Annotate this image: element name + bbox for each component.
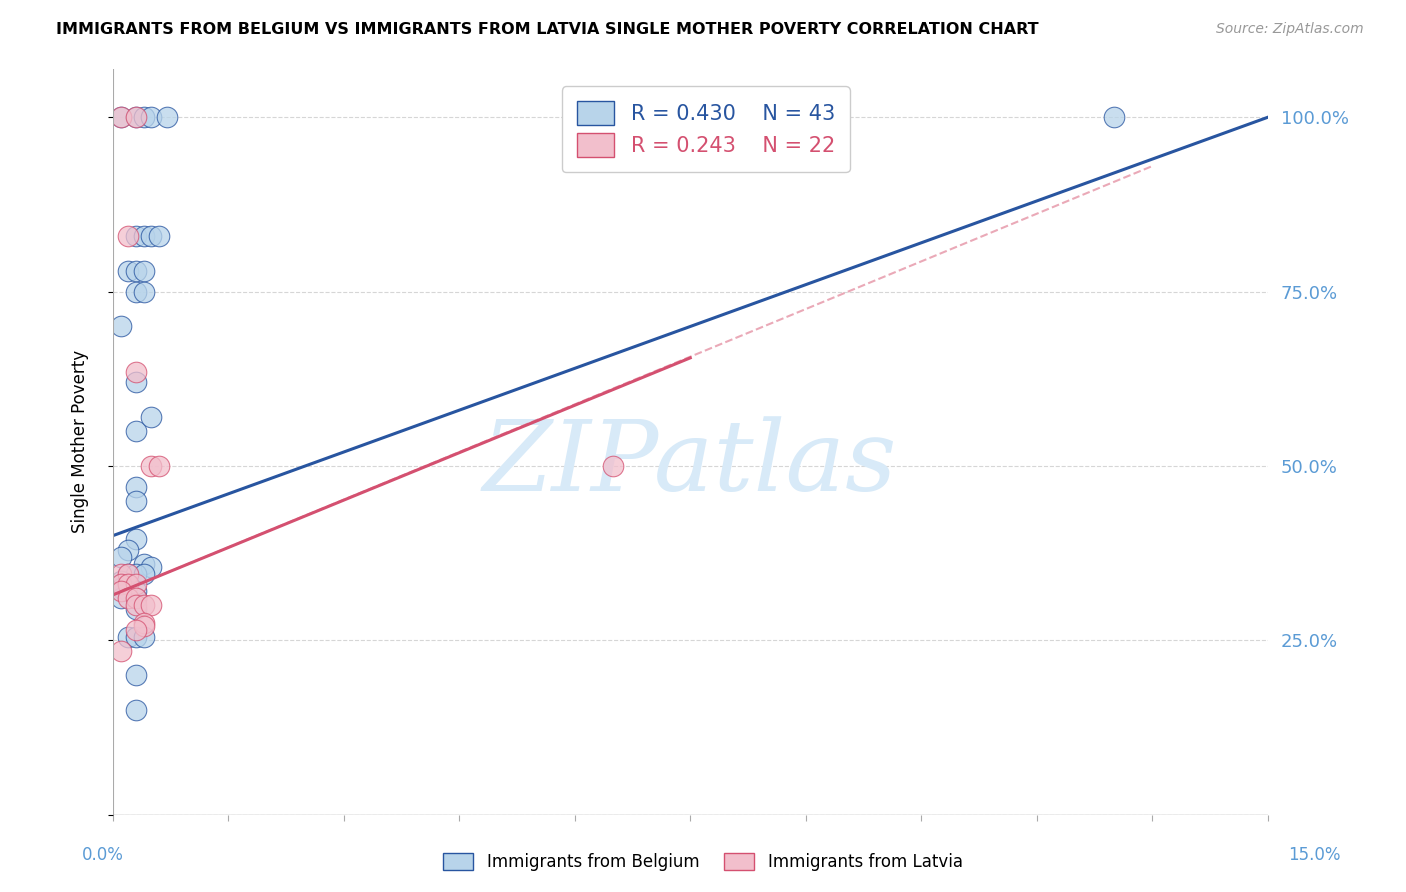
Point	[125, 493, 148, 508]
Point	[125, 285, 148, 299]
Point	[125, 424, 148, 438]
Point	[110, 319, 132, 334]
Point	[110, 577, 132, 591]
Point	[125, 111, 148, 125]
Text: ZIPatlas: ZIPatlas	[484, 417, 897, 512]
Point	[110, 584, 132, 599]
Point	[117, 591, 139, 606]
Text: 0.0%: 0.0%	[82, 846, 124, 863]
Point	[117, 567, 139, 582]
Point	[125, 228, 148, 243]
Point	[125, 365, 148, 379]
Point	[148, 458, 170, 473]
Text: IMMIGRANTS FROM BELGIUM VS IMMIGRANTS FROM LATVIA SINGLE MOTHER POVERTY CORRELAT: IMMIGRANTS FROM BELGIUM VS IMMIGRANTS FR…	[56, 22, 1039, 37]
Point	[156, 111, 179, 125]
Point	[125, 532, 148, 546]
Point	[141, 410, 163, 425]
Point	[125, 577, 148, 591]
Point	[125, 584, 148, 599]
Point	[132, 619, 155, 633]
Legend: R = 0.430    N = 43, R = 0.243    N = 22: R = 0.430 N = 43, R = 0.243 N = 22	[562, 87, 849, 172]
Point	[117, 567, 139, 582]
Text: Source: ZipAtlas.com: Source: ZipAtlas.com	[1216, 22, 1364, 37]
Point	[125, 591, 148, 606]
Point	[125, 567, 148, 582]
Point	[125, 668, 148, 682]
Point	[110, 574, 132, 588]
Point	[110, 591, 132, 606]
Point	[110, 567, 132, 582]
Point	[110, 643, 132, 657]
Point	[141, 228, 163, 243]
Point	[602, 458, 624, 473]
Point	[117, 577, 139, 591]
Point	[110, 111, 132, 125]
Point	[110, 549, 132, 564]
Point	[125, 591, 148, 606]
Point	[110, 577, 132, 591]
Point	[125, 623, 148, 637]
Legend: Immigrants from Belgium, Immigrants from Latvia: Immigrants from Belgium, Immigrants from…	[434, 845, 972, 880]
Point	[117, 630, 139, 644]
Point	[125, 703, 148, 717]
Point	[125, 111, 148, 125]
Point	[110, 581, 132, 595]
Point	[141, 599, 163, 613]
Point	[141, 111, 163, 125]
Point	[117, 228, 139, 243]
Point	[132, 567, 155, 582]
Point	[125, 599, 148, 613]
Point	[148, 228, 170, 243]
Point	[141, 560, 163, 574]
Point	[141, 458, 163, 473]
Text: 15.0%: 15.0%	[1288, 846, 1341, 863]
Point	[1102, 111, 1125, 125]
Point	[110, 111, 132, 125]
Point	[125, 376, 148, 390]
Point	[125, 630, 148, 644]
Point	[117, 577, 139, 591]
Point	[117, 584, 139, 599]
Point	[132, 630, 155, 644]
Point	[132, 111, 155, 125]
Point	[132, 263, 155, 277]
Point	[132, 615, 155, 630]
Point	[125, 263, 148, 277]
Point	[117, 263, 139, 277]
Point	[132, 285, 155, 299]
Point	[125, 480, 148, 494]
Point	[117, 542, 139, 557]
Y-axis label: Single Mother Poverty: Single Mother Poverty	[72, 350, 89, 533]
Point	[132, 599, 155, 613]
Point	[132, 228, 155, 243]
Point	[132, 557, 155, 571]
Point	[125, 602, 148, 616]
